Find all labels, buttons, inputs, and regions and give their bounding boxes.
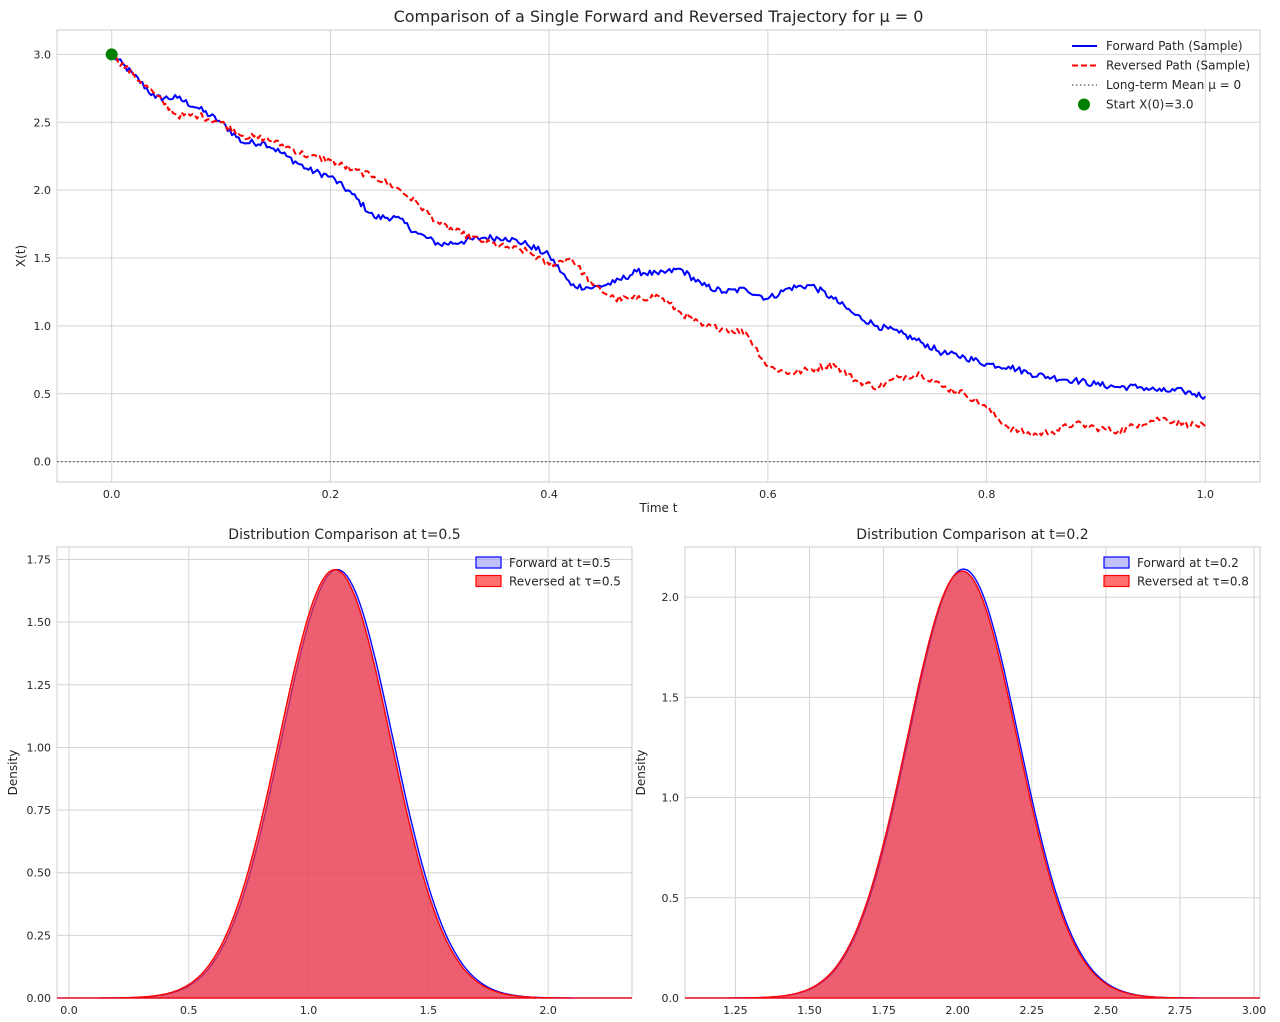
- legend-swatch: [475, 574, 502, 588]
- legend-label: Forward Path (Sample): [1106, 39, 1243, 53]
- x-tick-label: 0.2: [322, 488, 340, 501]
- plot-frame: [56, 29, 1261, 483]
- y-tick-label: 0.00: [27, 992, 52, 1005]
- y-tick-label: 0.50: [27, 867, 52, 880]
- y-tick-label: 3.0: [34, 48, 52, 61]
- legend-marker: [1078, 98, 1090, 111]
- x-tick-label: 1.0: [1197, 488, 1215, 501]
- y-tick-label: 1.50: [27, 616, 52, 629]
- chart-title: Comparison of a Single Forward and Rever…: [394, 7, 924, 26]
- y-axis-label: Density: [6, 750, 20, 796]
- legend-label: Reversed Path (Sample): [1106, 59, 1250, 73]
- chart-title: Distribution Comparison at t=0.2: [856, 527, 1088, 543]
- y-tick-label: 1.75: [27, 554, 52, 567]
- x-tick-label: 1.5: [420, 1004, 438, 1017]
- y-tick-label: 2.0: [662, 591, 680, 604]
- x-tick-label: 1.0: [300, 1004, 318, 1017]
- x-tick-label: 2.0: [539, 1004, 557, 1017]
- x-tick-label: 0.8: [978, 488, 996, 501]
- y-tick-label: 0.25: [27, 929, 52, 942]
- legend-swatch: [475, 556, 502, 569]
- x-tick-label: 1.75: [871, 1004, 896, 1017]
- legend-label: Forward at t=0.5: [509, 556, 611, 570]
- y-tick-label: 0.75: [27, 804, 52, 817]
- x-tick-label: 0.5: [180, 1004, 198, 1017]
- x-tick-label: 2.75: [1168, 1004, 1193, 1017]
- y-tick-label: 1.5: [34, 252, 52, 265]
- legend-label: Start X(0)=3.0: [1106, 98, 1194, 112]
- y-tick-label: 0.0: [34, 456, 52, 469]
- legend-label: Reversed at τ=0.5: [509, 575, 621, 589]
- legend-label: Forward at t=0.2: [1137, 556, 1239, 570]
- x-tick-label: 0.4: [540, 488, 558, 501]
- x-tick-label: 2.50: [1094, 1004, 1119, 1017]
- x-tick-label: 0.0: [60, 1004, 78, 1017]
- legend-label: Reversed at τ=0.8: [1137, 575, 1249, 589]
- y-tick-label: 1.25: [27, 679, 52, 692]
- x-tick-label: 3.00: [1242, 1004, 1267, 1017]
- y-tick-label: 0.5: [34, 388, 52, 401]
- chart-panel-0: 0.0 0.2 0.4 0.6 0.8 1.0 0.0 0.5 1.0 1.5 2.0 2.5 3.0 C…: [14, 7, 1261, 515]
- legend-label: Long-term Mean μ = 0: [1106, 78, 1241, 92]
- chart-panel-2: 1.25 1.50 1.75 2.00 2.25 2.50 2.75 3.00 0.0 0.5 1.…: [634, 527, 1266, 1017]
- legend-swatch: [1103, 574, 1130, 588]
- chart-title: Distribution Comparison at t=0.5: [228, 527, 460, 543]
- forward-path-line: [111, 53, 1207, 400]
- x-axis-label: Time t: [639, 501, 678, 515]
- y-tick-label: 2.0: [34, 184, 52, 197]
- chart-panel-1: 0.0 0.5 1.0 1.5 2.0 0.00 0.25 0.50 0.75 1.00 1.25 1…: [6, 527, 633, 1017]
- y-axis-label: X(t): [14, 245, 28, 267]
- start-point-marker: [105, 48, 118, 61]
- x-tick-label: 1.25: [723, 1004, 748, 1017]
- reversed-path-line: [110, 53, 1206, 438]
- x-tick-label: 0.6: [759, 488, 777, 501]
- reversed-density-area: [685, 570, 1260, 999]
- x-tick-label: 0.0: [103, 488, 121, 501]
- reversed-density-area: [57, 568, 632, 999]
- y-tick-label: 1.0: [34, 320, 52, 333]
- y-tick-label: 1.0: [662, 792, 680, 805]
- x-tick-label: 2.25: [1020, 1004, 1045, 1017]
- legend-swatch: [1103, 556, 1130, 569]
- y-tick-label: 1.00: [27, 741, 52, 754]
- x-tick-label: 1.50: [797, 1004, 822, 1017]
- y-tick-label: 2.5: [34, 116, 52, 129]
- y-tick-label: 0.5: [662, 892, 680, 905]
- y-axis-label: Density: [634, 750, 648, 796]
- y-tick-label: 0.0: [662, 992, 680, 1005]
- y-tick-label: 1.5: [662, 691, 680, 704]
- x-tick-label: 2.00: [945, 1004, 970, 1017]
